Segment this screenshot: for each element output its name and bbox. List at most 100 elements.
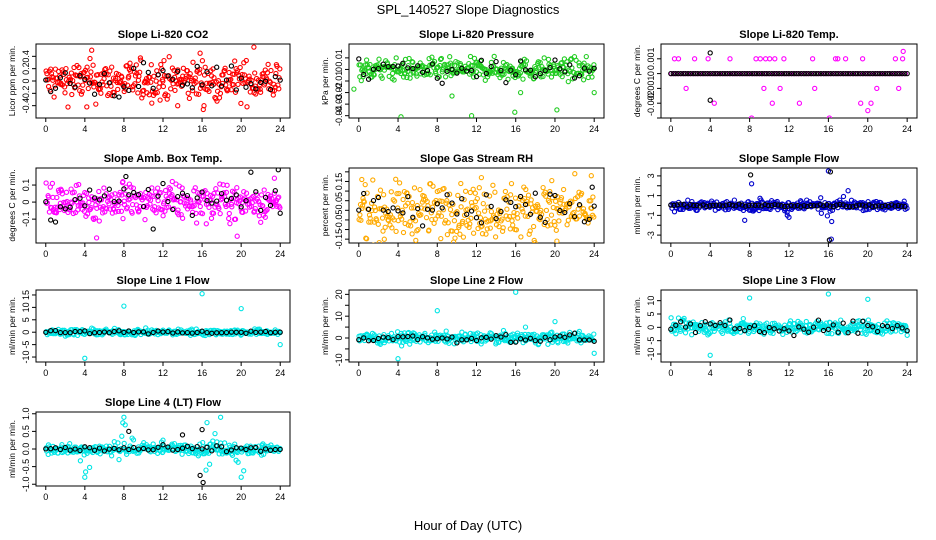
- data-point: [228, 63, 235, 69]
- data-point: [380, 61, 386, 67]
- data-point: [393, 228, 399, 235]
- data-point: [234, 67, 241, 74]
- data-point: [228, 87, 234, 93]
- data-point: [137, 69, 143, 75]
- data-point: [748, 181, 755, 187]
- data-point: [199, 328, 205, 334]
- data-point: [90, 62, 96, 68]
- data-point: [206, 204, 212, 211]
- data-point: [824, 213, 831, 219]
- data-point: [892, 70, 898, 77]
- chart-title: Slope Line 4 (LT) Flow: [105, 397, 221, 409]
- data-point: [214, 201, 220, 207]
- data-point: [202, 64, 208, 70]
- data-point: [272, 446, 278, 453]
- data-point: [96, 445, 103, 451]
- data-point: [835, 70, 841, 77]
- data-point: [200, 439, 206, 446]
- data-point: [483, 231, 489, 237]
- data-point: [727, 70, 733, 77]
- data-point: [101, 71, 108, 77]
- data-point: [170, 447, 176, 453]
- data-point: [155, 72, 161, 78]
- x-tick-label: 24: [589, 249, 599, 259]
- data-point: [468, 113, 475, 118]
- data-point: [778, 203, 784, 209]
- data-point: [673, 331, 679, 337]
- data-point: [498, 65, 504, 71]
- data-point: [223, 77, 230, 83]
- x-tick-label: 16: [823, 249, 833, 259]
- data-point: [91, 447, 98, 453]
- data-point: [372, 207, 378, 214]
- chart-title: Slope Line 3 Flow: [743, 275, 836, 287]
- data-point: [67, 330, 73, 336]
- data-point: [447, 206, 454, 213]
- data-point: [827, 169, 834, 175]
- data-point: [419, 69, 426, 75]
- data-point: [576, 213, 583, 219]
- data-point: [57, 204, 64, 210]
- data-point: [857, 70, 864, 77]
- data-point: [734, 70, 740, 77]
- x-tick-label: 4: [396, 368, 401, 378]
- data-point: [424, 335, 431, 341]
- data-point: [405, 333, 411, 340]
- data-point: [513, 339, 519, 345]
- data-point: [778, 70, 785, 77]
- data-point: [517, 336, 524, 342]
- data-point: [737, 325, 743, 332]
- data-point: [399, 216, 405, 222]
- data-point: [889, 328, 895, 334]
- data-point: [166, 185, 172, 191]
- data-point: [517, 70, 524, 76]
- data-point: [184, 443, 191, 449]
- data-point: [801, 70, 807, 77]
- data-point: [801, 202, 807, 209]
- y-tick-label: 0.01: [334, 49, 344, 67]
- data-point: [62, 329, 68, 336]
- data-point: [385, 208, 391, 215]
- data-point: [859, 56, 866, 62]
- x-tick-label: 24: [275, 368, 285, 378]
- data-point: [52, 219, 59, 225]
- x-tick-label: 4: [708, 124, 713, 134]
- points-layer: [356, 290, 597, 362]
- data-point: [241, 468, 247, 474]
- data-point: [513, 290, 519, 295]
- data-point: [581, 65, 588, 71]
- data-point: [837, 201, 843, 208]
- data-point: [742, 217, 748, 223]
- x-tick-label: 4: [708, 249, 713, 259]
- data-point: [781, 326, 787, 332]
- data-point: [277, 210, 283, 216]
- data-point: [554, 238, 560, 243]
- data-point: [586, 337, 592, 343]
- data-point: [222, 65, 228, 71]
- data-point: [204, 444, 210, 450]
- y-tick-label: 0.0: [21, 443, 31, 456]
- data-point: [371, 204, 378, 210]
- data-point: [243, 84, 249, 90]
- data-point: [557, 207, 563, 214]
- y-axis-label: ml/min per min.: [632, 297, 642, 355]
- data-point: [545, 71, 551, 77]
- y-tick-label: 0.1: [21, 179, 31, 192]
- data-point: [566, 204, 572, 210]
- data-point: [197, 472, 203, 479]
- y-tick-label: -5: [21, 341, 31, 349]
- x-tick-label: 12: [158, 124, 168, 134]
- data-point: [121, 84, 127, 90]
- data-point: [511, 209, 517, 216]
- data-point: [454, 70, 460, 76]
- data-point: [523, 186, 529, 193]
- data-point: [111, 328, 117, 335]
- data-point: [363, 236, 370, 242]
- data-point: [710, 70, 716, 77]
- data-point: [233, 445, 239, 451]
- data-point: [443, 328, 449, 334]
- data-point: [682, 324, 689, 330]
- data-point: [712, 322, 718, 329]
- data-point: [243, 190, 250, 196]
